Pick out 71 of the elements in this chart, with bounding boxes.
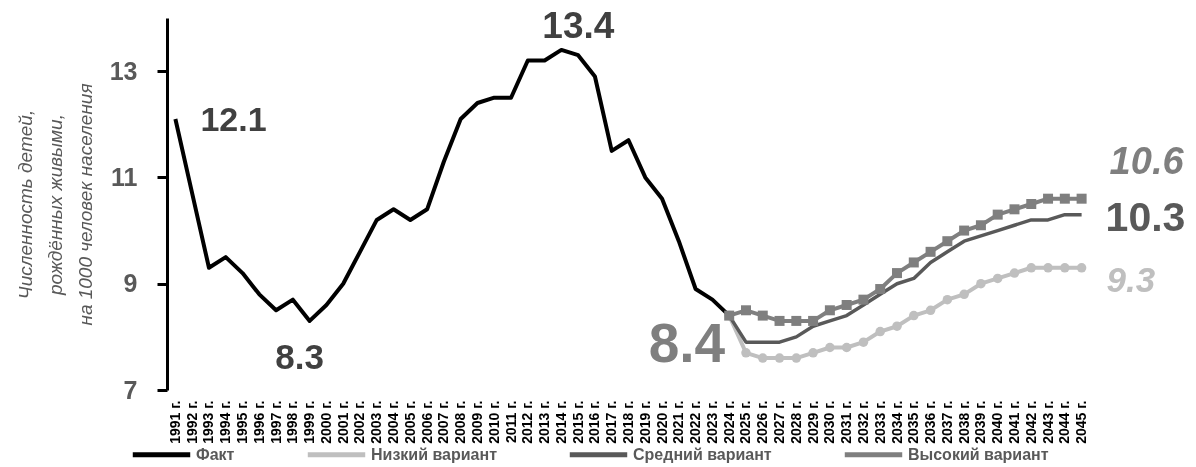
- x-tick-label: 2032 г.: [854, 400, 871, 444]
- x-tick-label: 2014 г.: [552, 400, 569, 444]
- x-tick-label: 2029 г.: [804, 400, 821, 444]
- x-tick-label: 2004 г.: [385, 400, 402, 444]
- x-tick-label: 2030 г.: [821, 400, 838, 444]
- annotation: 8.3: [275, 336, 324, 376]
- x-tick-label: 2021 г.: [670, 400, 687, 444]
- y-tick-label: 11: [111, 162, 138, 191]
- x-tick-label: 2025 г.: [737, 400, 754, 444]
- annotation: 8.4: [648, 311, 726, 374]
- x-tick-label: 1999 г.: [301, 400, 318, 444]
- x-tick-label: 2001 г.: [334, 400, 351, 444]
- x-tick-label: 2010 г.: [485, 400, 502, 444]
- x-tick-label: 2044 г.: [1056, 400, 1073, 444]
- x-tick-label: 1994 г.: [217, 400, 234, 444]
- x-tick-label: 2042 г.: [1022, 400, 1039, 444]
- x-tick-label: 1996 г.: [250, 400, 267, 444]
- x-tick-label: 1998 г.: [284, 400, 301, 444]
- x-tick-label: 2037 г.: [938, 400, 955, 444]
- x-tick-label: 2045 г.: [1073, 400, 1090, 444]
- x-tick-label: 2043 г.: [1039, 400, 1056, 444]
- x-tick-label: 1995 г.: [234, 400, 251, 444]
- x-tick-label: 2028 г.: [787, 400, 804, 444]
- legend-label: Средний вариант: [633, 445, 772, 463]
- annotation: 10.3: [1105, 193, 1186, 240]
- x-tick-label: 2020 г.: [653, 400, 670, 444]
- x-tick-label: 2035 г.: [905, 400, 922, 444]
- x-tick-label: 2024 г.: [720, 400, 737, 444]
- x-tick-label: 2041 г.: [1005, 400, 1022, 444]
- x-tick-label: 2006 г.: [418, 400, 435, 444]
- x-tick-label: 2031 г.: [838, 400, 855, 444]
- x-tick-label: 2027 г.: [771, 400, 788, 444]
- x-tick-label: 2013 г.: [536, 400, 553, 444]
- x-tick-label: 2040 г.: [989, 400, 1006, 444]
- x-tick-label: 2036 г.: [922, 400, 939, 444]
- x-tick-label: 1993 г.: [200, 400, 217, 444]
- annotation: 13.4: [542, 4, 615, 46]
- y-axis-title: Численность детей, рождённых живыми, на 1000 человек населения: [14, 83, 96, 326]
- legend-label: Низкий вариант: [371, 445, 498, 463]
- x-tick-label: 2000 г.: [317, 400, 334, 444]
- annotation: 9.3: [1106, 259, 1156, 299]
- x-tick-label: 1992 г.: [183, 400, 200, 444]
- x-tick-label: 2023 г.: [703, 400, 720, 444]
- legend-label: Факт: [196, 445, 235, 463]
- x-tick-label: 2008 г.: [452, 400, 469, 444]
- x-tick-label: 2038 г.: [955, 400, 972, 444]
- y-tick-label: 7: [123, 375, 138, 404]
- x-tick-label: 1991 г.: [166, 400, 183, 444]
- y-tick-label: 9: [123, 269, 138, 298]
- x-tick-label: 2019 г.: [636, 400, 653, 444]
- x-tick-label: 2005 г.: [401, 400, 418, 444]
- x-tick-label: 1997 г.: [267, 400, 284, 444]
- x-tick-label: 2015 г.: [569, 400, 586, 444]
- x-tick-label: 2003 г.: [368, 400, 385, 444]
- x-tick-label: 2016 г.: [586, 400, 603, 444]
- x-tick-label: 2017 г.: [603, 400, 620, 444]
- annotation: 12.1: [200, 99, 267, 138]
- x-tick-label: 2007 г.: [435, 400, 452, 444]
- x-tick-label: 2033 г.: [871, 400, 888, 444]
- x-tick-label: 2039 г.: [972, 400, 989, 444]
- legend-label: Высокий вариант: [908, 445, 1049, 463]
- x-tick-label: 2018 г.: [620, 400, 636, 444]
- x-tick-label: 2012 г.: [519, 400, 536, 444]
- x-tick-label: 2034 г.: [888, 400, 905, 444]
- x-tick-label: 2022 г.: [687, 400, 704, 444]
- y-tick-label: 13: [109, 56, 138, 85]
- x-tick-label: 2026 г.: [754, 400, 771, 444]
- x-tick-label: 2009 г.: [468, 400, 485, 444]
- x-tick-label: 2011 г.: [502, 400, 519, 444]
- annotation: 10.6: [1109, 139, 1185, 182]
- x-tick-label: 2002 г.: [351, 400, 368, 444]
